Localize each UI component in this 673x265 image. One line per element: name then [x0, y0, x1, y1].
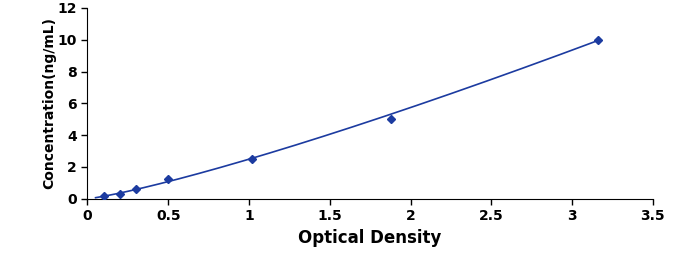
X-axis label: Optical Density: Optical Density	[298, 229, 442, 247]
Y-axis label: Concentration(ng/mL): Concentration(ng/mL)	[42, 17, 56, 189]
